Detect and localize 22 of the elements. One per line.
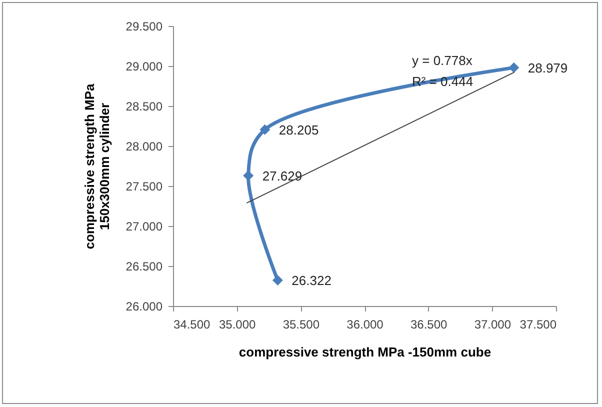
- x-tick-label: 37.000: [474, 318, 512, 332]
- y-tick-label: 27.000: [126, 220, 163, 234]
- y-tick-label: 29.000: [126, 60, 163, 74]
- x-tick-label: 35.500: [282, 318, 320, 332]
- y-tick-label: 28.000: [126, 140, 163, 154]
- x-tick-label: 36.500: [410, 318, 448, 332]
- x-tick-label: 34.500: [174, 318, 211, 332]
- x-tick-label: 36.000: [346, 318, 384, 332]
- x-tick-label: 37.500: [520, 318, 557, 332]
- x-axis-title: compressive strength MPa -150mm cube: [238, 344, 492, 360]
- data-label: 28.979: [528, 60, 568, 76]
- y-tick-label: 28.500: [126, 100, 163, 114]
- y-tick-label: 29.500: [126, 20, 163, 34]
- y-tick-label: 27.500: [126, 180, 163, 194]
- data-label: 28.205: [278, 122, 319, 138]
- data-label: 26.322: [292, 273, 332, 288]
- y-axis-title: compressive strength MPa 150x300mm cylinder: [82, 83, 112, 250]
- x-tick-label: 35.000: [218, 318, 256, 332]
- annotation: y = 0.778x: [412, 53, 473, 68]
- data-label: 27.629: [262, 168, 302, 184]
- y-tick-label: 26.500: [126, 260, 163, 274]
- y-tick-label: 26.000: [126, 300, 163, 314]
